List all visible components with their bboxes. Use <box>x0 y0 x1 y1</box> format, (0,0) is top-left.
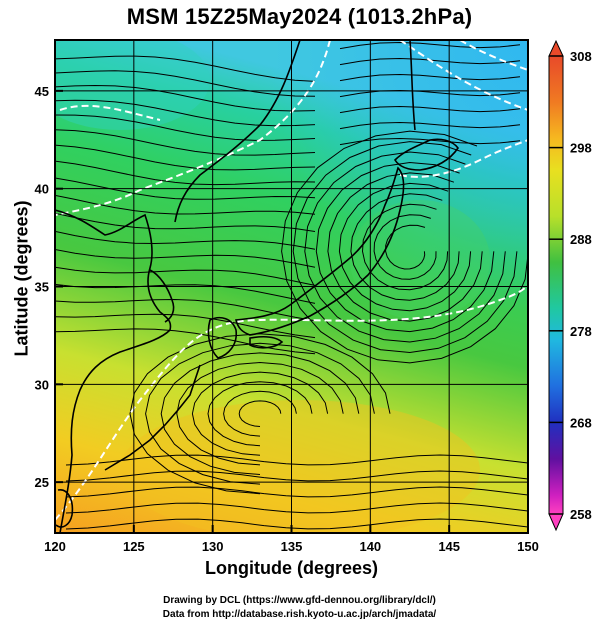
streamline <box>55 55 316 82</box>
coast-taiwan <box>55 489 74 528</box>
x-axis-label: Longitude (degrees) <box>204 558 378 578</box>
streamline <box>304 151 506 343</box>
streamline <box>65 486 528 498</box>
streamline <box>238 400 282 427</box>
credit-line-data: Data from http://database.rish.kyoto-u.a… <box>162 609 437 620</box>
streamline <box>315 161 495 333</box>
streamline <box>55 298 316 322</box>
streamline <box>281 130 528 364</box>
x-tick-label: 130 <box>202 539 224 554</box>
streamline <box>55 99 316 127</box>
x-axis-ticks: 120 125 130 135 140 145 150 <box>44 525 539 554</box>
streamline <box>55 129 316 156</box>
streamline <box>55 230 316 250</box>
streamline <box>55 177 316 200</box>
y-axis-ticks: 25 30 35 40 45 <box>35 84 63 490</box>
coast-sakhalin <box>409 40 416 131</box>
x-tick-label: 150 <box>517 539 539 554</box>
y-tick-label: 30 <box>35 377 49 392</box>
streamline <box>65 470 528 482</box>
colorbar-tick-label: 278 <box>570 324 592 339</box>
colorbar-tick-label: 268 <box>570 415 592 430</box>
colorbar-tick-label: 298 <box>570 141 592 156</box>
colorbar-bottom-arrow <box>548 513 564 532</box>
x-tick-label: 135 <box>281 539 303 554</box>
coast-kyushu <box>207 316 238 359</box>
streamline <box>55 249 316 268</box>
streamline <box>55 194 316 215</box>
streamline <box>65 454 528 466</box>
y-tick-label: 45 <box>35 84 49 99</box>
credit-line-drawing: Drawing by DCL (https://www.gfd-dennou.o… <box>163 595 436 606</box>
streamline <box>385 224 426 270</box>
map-title: MSM 15Z25May2024 (1013.2hPa) <box>126 4 473 29</box>
streamline <box>55 212 316 232</box>
streamline <box>55 114 316 141</box>
streamline <box>55 266 316 286</box>
colorbar-tick-label: 308 <box>570 49 592 64</box>
streamline <box>145 342 375 485</box>
colorbar-gradient <box>548 55 564 515</box>
streamline <box>160 352 360 475</box>
y-tick-label: 40 <box>35 182 49 197</box>
coastlines <box>55 40 459 533</box>
streamline <box>55 160 316 186</box>
x-tick-label: 120 <box>44 539 66 554</box>
streamline <box>55 144 316 171</box>
streamline <box>129 333 391 495</box>
streamline <box>55 283 316 304</box>
streamline <box>55 84 316 112</box>
y-tick-label: 25 <box>35 475 49 490</box>
streamline <box>223 390 297 437</box>
y-tick-label: 35 <box>35 280 49 295</box>
colorbar: 308 298 288 278 268 258 <box>548 39 592 532</box>
streamline <box>55 328 316 355</box>
streamline <box>65 502 528 514</box>
streamline <box>373 214 437 280</box>
coast-hokkaido <box>393 138 459 171</box>
coast-korea <box>149 269 175 323</box>
coast-russia <box>174 40 301 223</box>
streamline <box>55 70 316 97</box>
colorbar-top-arrow <box>548 39 564 57</box>
credits: Drawing by DCL (https://www.gfd-dennou.o… <box>0 594 599 622</box>
x-tick-label: 145 <box>438 539 460 554</box>
coast-honshu <box>235 166 405 336</box>
streamline <box>327 172 483 322</box>
x-tick-label: 140 <box>359 539 381 554</box>
streamline <box>207 381 313 447</box>
colorbar-tick-label: 258 <box>570 507 592 522</box>
streamline <box>65 518 528 530</box>
coast-asia <box>55 209 172 533</box>
streamline <box>176 361 344 466</box>
streamline <box>292 141 518 354</box>
coast-shikoku <box>249 336 284 349</box>
x-tick-label: 125 <box>123 539 145 554</box>
colorbar-tick-label: 288 <box>570 232 592 247</box>
